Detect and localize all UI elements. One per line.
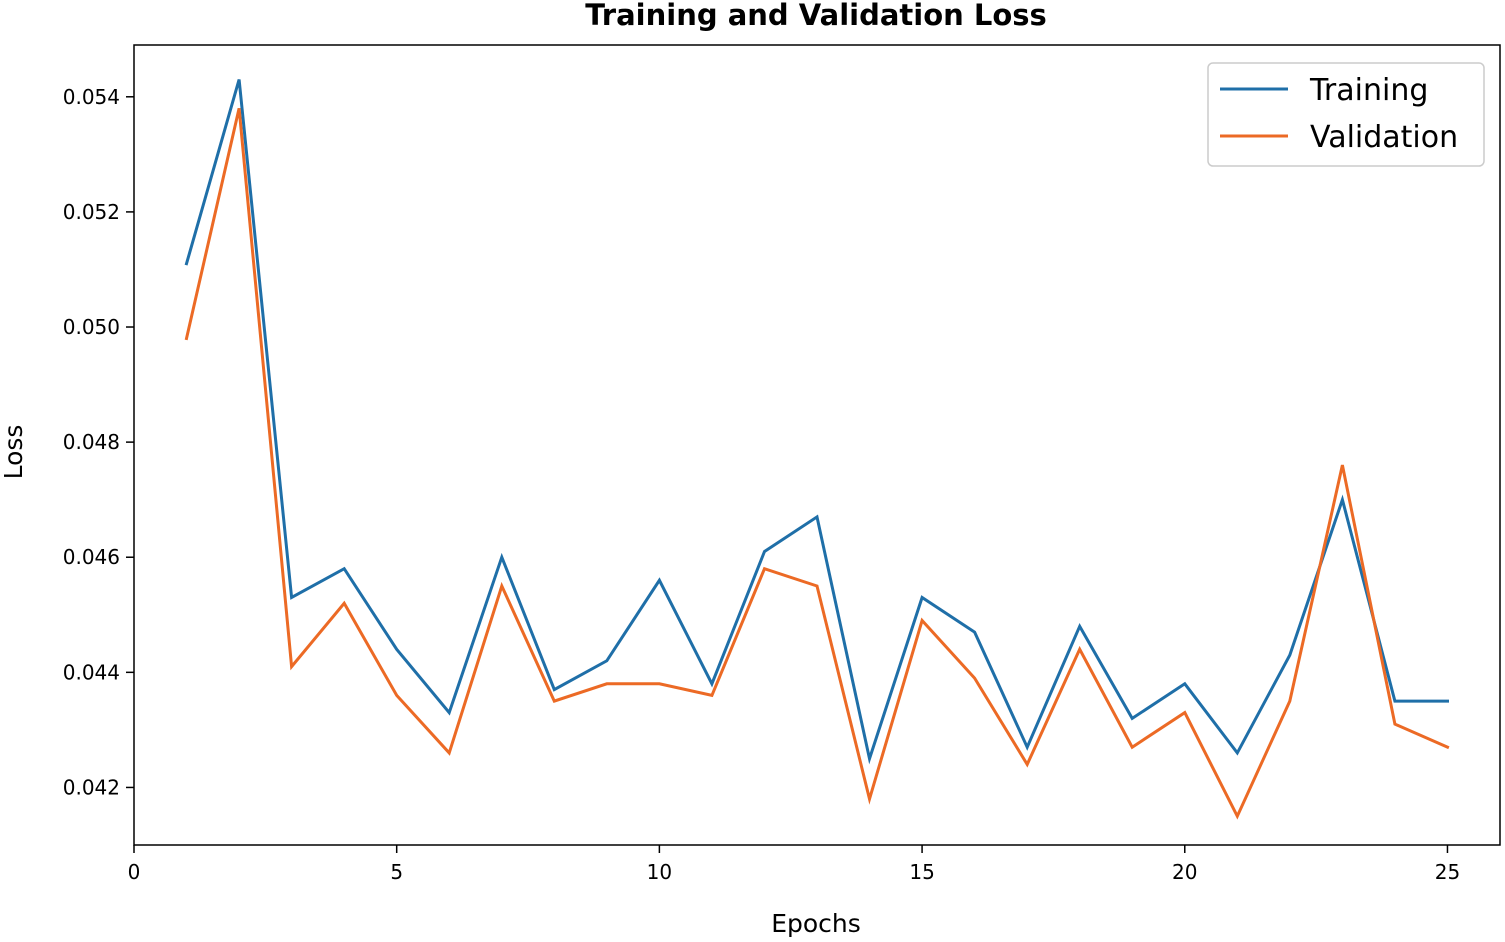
legend-label-validation: Validation — [1310, 120, 1458, 155]
legend-label-training: Training — [1309, 73, 1428, 108]
y-axis-ticks: 0.042 0.044 0.046 0.048 0.050 0.052 0.054 — [63, 85, 134, 799]
y-tick-label: 0.044 — [63, 660, 120, 684]
series-line-validation — [184, 107, 1450, 820]
series-lines — [184, 79, 1450, 820]
x-tick-label: 5 — [390, 860, 403, 884]
plot-area-frame — [133, 44, 1501, 846]
x-tick-label: 25 — [1435, 860, 1460, 884]
chart-title: Training and Validation Loss — [585, 0, 1047, 32]
y-tick-label: 0.042 — [63, 775, 120, 799]
x-axis-label: Epochs — [771, 909, 861, 938]
y-tick-label: 0.046 — [63, 545, 120, 569]
y-tick-label: 0.052 — [63, 200, 120, 224]
x-tick-label: 15 — [909, 860, 934, 884]
legend: Training Validation — [1207, 62, 1485, 167]
x-tick-label: 0 — [128, 860, 141, 884]
x-tick-label: 10 — [647, 860, 672, 884]
x-tick-label: 20 — [1172, 860, 1197, 884]
series-line-training — [184, 79, 1449, 765]
y-tick-label: 0.054 — [63, 85, 120, 109]
x-axis-ticks: 0 5 10 15 20 25 — [128, 845, 1460, 884]
y-tick-label: 0.050 — [63, 315, 120, 339]
y-axis-label: Loss — [0, 425, 28, 480]
y-tick-label: 0.048 — [63, 430, 120, 454]
